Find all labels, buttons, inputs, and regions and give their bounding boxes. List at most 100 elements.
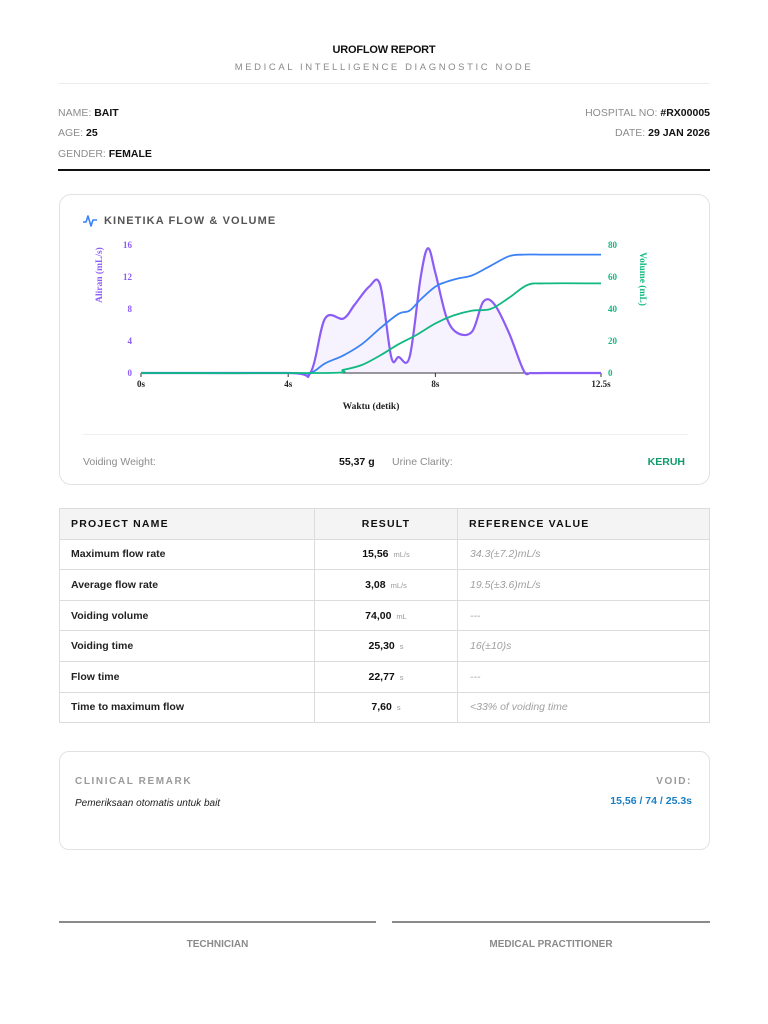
patient-name-label: NAME:: [58, 107, 92, 119]
row-result: 3,08 mL/s: [314, 569, 458, 601]
row-value: 25,30: [368, 640, 395, 653]
volume-curve-blue: [141, 253, 601, 375]
row-result: 74,00 mL: [314, 599, 458, 632]
row-value: 15,56: [362, 548, 389, 561]
y-right-tick-label: 0: [608, 368, 613, 378]
activity-pulse-icon: [83, 215, 97, 227]
patient-age-value: 25: [86, 127, 98, 139]
report-subtitle: MEDICAL INTELLIGENCE DIAGNOSTIC NODE: [234, 62, 534, 73]
report-date-value: 29 JAN 2026: [648, 127, 710, 139]
results-table: PROJECT NAME RESULT REFERENCE VALUE Maxi…: [59, 508, 710, 724]
header-divider: [58, 83, 710, 84]
patient-age-label: AGE:: [58, 127, 84, 139]
table-row: Average flow rate 3,08 mL/s 19.5(±3.6)mL/…: [59, 569, 710, 601]
table-row: Maximum flow rate 15,56 mL/s 34.3(±7.2)mL…: [59, 538, 710, 571]
row-name: Flow time: [59, 660, 315, 693]
hospital-number: HOSPITAL NO: #RX00005: [585, 107, 710, 119]
row-name: Time to maximum flow: [59, 691, 315, 724]
chart-card-divider: [83, 434, 688, 435]
flow-area-fill: [141, 248, 601, 378]
voiding-weight-label: Voiding Weight:: [83, 456, 156, 468]
row-unit: mL: [396, 611, 407, 621]
row-reference: ---: [457, 599, 710, 632]
chart-title: KINETIKA FLOW & VOLUME: [104, 215, 277, 227]
patient-gender-value: FEMALE: [108, 148, 152, 160]
flow-volume-chart-card: KINETIKA FLOW & VOLUME 0 4 8 12 16 0 20 40 60 80 0…: [59, 194, 710, 485]
column-reference-value: REFERENCE VALUE: [457, 508, 710, 540]
table-row: Flow time 22,77 s ---: [59, 660, 710, 693]
practitioner-signature-line: [392, 921, 710, 923]
row-name: Maximum flow rate: [59, 538, 315, 571]
row-unit: s: [399, 672, 404, 682]
voiding-weight-value: 55,37 g: [339, 456, 375, 468]
row-name: Voiding volume: [59, 599, 315, 632]
row-value: 7,60: [371, 701, 392, 714]
results-table-header: PROJECT NAME RESULT REFERENCE VALUE: [59, 508, 710, 540]
row-value: 22,77: [368, 670, 395, 683]
y-left-tick-label: 0: [128, 368, 133, 378]
void-label: VOID:: [656, 776, 692, 787]
hospital-number-label: HOSPITAL NO:: [585, 107, 658, 119]
row-reference: ---: [457, 660, 710, 693]
table-row: Voiding volume 74,00 mL ---: [59, 599, 710, 632]
urine-clarity-value: KERUH: [647, 456, 685, 468]
y-left-tick-label: 12: [123, 272, 133, 282]
row-name: Voiding time: [59, 630, 315, 662]
row-reference: 16(±10)s: [457, 630, 710, 662]
flow-rate-line: [141, 247, 601, 379]
y-right-tick-label: 80: [608, 240, 618, 250]
practitioner-label: MEDICAL PRACTITIONER: [489, 939, 613, 950]
y-right-tick-label: 60: [608, 272, 618, 282]
patient-name-value: BAIT: [94, 107, 119, 119]
row-unit: mL/s: [390, 580, 407, 590]
urine-clarity-label: Urine Clarity:: [392, 456, 453, 468]
report-date: DATE: 29 JAN 2026: [615, 127, 710, 139]
row-result: 7,60 s: [314, 691, 458, 724]
clinical-remark-text: Pemeriksaan otomatis untuk bait: [75, 798, 221, 809]
patient-age: AGE: 25: [58, 127, 98, 139]
y-left-tick-label: 16: [123, 240, 133, 250]
technician-signature-line: [59, 921, 376, 923]
row-unit: s: [399, 642, 404, 652]
row-result: 25,30 s: [314, 630, 458, 662]
row-value: 74,00: [365, 609, 392, 622]
void-value: 15,56 / 74 / 25.3s: [610, 795, 692, 807]
row-unit: mL/s: [393, 550, 410, 560]
row-reference: 34.3(±7.2)mL/s: [457, 538, 710, 571]
flow-volume-chart: 0 4 8 12 16 0 20 40 60 80 0s 4s 8s 12.5s Aliran (mL/s…: [94, 240, 648, 412]
y-left-tick-label: 8: [128, 304, 133, 314]
x-axis-label: Waktu (detik): [343, 401, 400, 412]
chart-header: KINETIKA FLOW & VOLUME: [83, 215, 276, 227]
y-axis-right-label: Volume (mL): [637, 252, 648, 306]
clinical-remark-card: CLINICAL REMARK Pemeriksaan otomatis unt…: [59, 751, 710, 850]
x-tick-label: 12.5s: [591, 379, 611, 389]
y-right-tick-label: 20: [608, 336, 618, 346]
table-row: Time to maximum flow 7,60 s <33% of voidi…: [59, 691, 710, 724]
x-tick-label: 4s: [284, 379, 293, 389]
technician-label: TECHNICIAN: [186, 939, 249, 950]
y-axis-left-label: Aliran (mL/s): [94, 247, 105, 303]
clinical-remark-label: CLINICAL REMARK: [75, 776, 193, 787]
row-reference: <33% of voiding time: [457, 691, 710, 724]
table-row: Voiding time 25,30 s 16(±10)s: [59, 630, 710, 662]
row-unit: s: [396, 703, 401, 713]
report-date-label: DATE:: [615, 127, 646, 139]
y-left-tick-label: 4: [128, 336, 133, 346]
row-name: Average flow rate: [59, 569, 315, 601]
x-tick-label: 0s: [137, 379, 146, 389]
patient-info-divider: [58, 169, 710, 171]
x-tick-label: 8s: [431, 379, 440, 389]
hospital-number-value: #RX00005: [660, 107, 710, 119]
report-title: UROFLOW REPORT: [332, 44, 436, 56]
row-result: 15,56 mL/s: [314, 538, 458, 571]
row-reference: 19.5(±3.6)mL/s: [457, 569, 710, 601]
column-result: RESULT: [314, 508, 458, 540]
row-result: 22,77 s: [314, 660, 458, 693]
y-right-tick-label: 40: [608, 304, 618, 314]
row-value: 3,08: [365, 578, 386, 591]
patient-name: NAME: BAIT: [58, 107, 119, 119]
column-project-name: PROJECT NAME: [59, 508, 315, 540]
patient-gender: GENDER: FEMALE: [58, 148, 152, 160]
patient-gender-label: GENDER:: [58, 148, 106, 160]
volume-curve-green: [140, 282, 602, 375]
